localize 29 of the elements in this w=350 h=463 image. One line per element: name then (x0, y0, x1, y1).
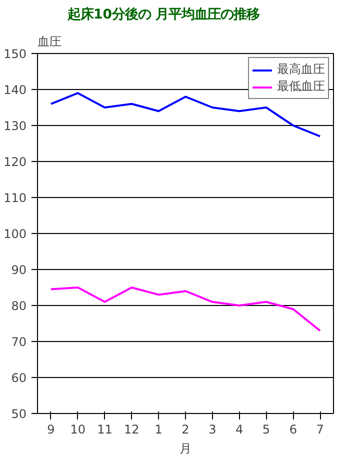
x-tick-label: 6 (289, 422, 297, 436)
y-tick-label: 100 (4, 227, 26, 241)
y-tick-label: 60 (11, 371, 27, 385)
y-tick-label: 80 (11, 299, 27, 313)
x-tick-label: 3 (208, 422, 216, 436)
y-tick-label: 150 (4, 47, 26, 61)
x-tick-label: 12 (124, 422, 140, 436)
x-tick-label: 11 (97, 422, 112, 436)
legend-label: 最低血圧 (277, 78, 325, 95)
x-tick-label: 5 (262, 422, 270, 436)
line-series (50, 92, 322, 138)
x-axis-title: 月 (180, 442, 192, 456)
line-series (50, 286, 322, 332)
chart-title: 起床10分後の 月平均血圧の推移 (66, 6, 260, 22)
y-tick-label: 50 (11, 407, 27, 421)
y-tick-label: 90 (11, 263, 27, 277)
x-tick-label: 2 (182, 422, 190, 436)
y-tick-label: 120 (4, 155, 26, 169)
y-tick-label: 130 (4, 119, 26, 133)
y-tick-label: 70 (11, 335, 27, 349)
x-tick-label: 9 (47, 422, 55, 436)
legend-label: 最高血圧 (277, 61, 325, 78)
x-tick-label: 7 (316, 422, 324, 436)
y-tick-label: 110 (4, 191, 26, 205)
y-axis-title: 血圧 (38, 34, 62, 48)
x-tick-label: 4 (236, 422, 244, 436)
x-tick-label: 10 (70, 422, 86, 436)
y-tick-label: 140 (4, 83, 26, 97)
x-tick-label: 1 (154, 422, 162, 436)
